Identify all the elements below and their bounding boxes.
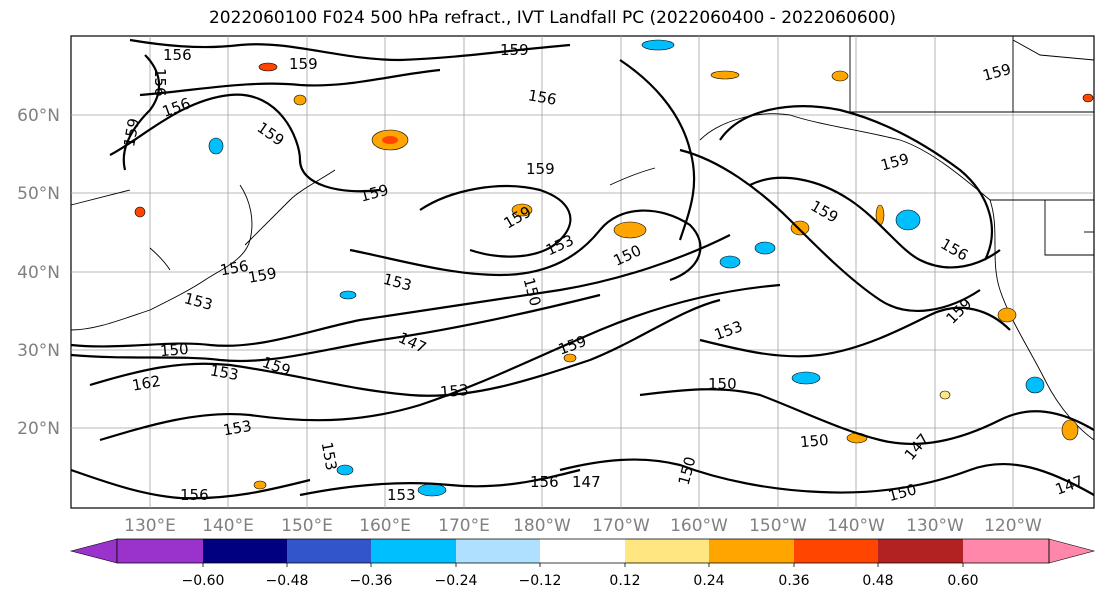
colorbar-segment xyxy=(371,539,456,563)
colorbar-segment xyxy=(709,539,794,563)
contour-label: 159 xyxy=(120,117,143,148)
colorbar-tick-label: 0.12 xyxy=(609,573,640,589)
longitude-labels: 130°E 140°E 150°E 160°E 170°E 180°W 170°… xyxy=(124,516,1042,536)
colorbar-tick-label: 0.60 xyxy=(947,573,978,589)
colorbar-tick-label: −0.12 xyxy=(519,573,562,589)
colorbar-segment xyxy=(456,539,540,563)
colorbar-segment xyxy=(963,539,1049,563)
contour-label: 156 xyxy=(180,486,209,504)
lon-label: 150°W xyxy=(749,516,807,536)
contour-label: 159 xyxy=(500,41,529,59)
latitude-labels: 60°N 50°N 40°N 30°N 20°N xyxy=(17,106,60,439)
colorbar-over xyxy=(1048,538,1096,564)
colorbar-segment xyxy=(878,539,963,563)
lon-label: 140°E xyxy=(202,516,254,536)
lat-label: 50°N xyxy=(17,184,60,204)
contour-label: 153 xyxy=(318,441,341,472)
colorbar-segment xyxy=(117,539,203,563)
contour-label: 159 xyxy=(247,264,278,287)
coastlines xyxy=(70,36,1095,441)
colorbar-segment xyxy=(625,539,709,563)
colorbar-tick-label: −0.36 xyxy=(350,573,393,589)
colorbar-segment xyxy=(540,539,625,563)
graticule xyxy=(71,36,1094,508)
contour-label: 153 xyxy=(222,417,253,440)
colorbar-tick-label: −0.60 xyxy=(182,573,225,589)
contour-label: 159 xyxy=(289,55,318,73)
lon-label: 120°W xyxy=(984,516,1042,536)
colorbar-tick-label: −0.24 xyxy=(435,573,478,589)
colorbar-segment xyxy=(203,539,287,563)
lon-label: 180°W xyxy=(513,516,571,536)
colorbar-segment xyxy=(287,539,371,563)
lat-label: 20°N xyxy=(17,419,60,439)
contour-label: 159 xyxy=(526,160,555,178)
colorbar-under xyxy=(69,538,118,564)
contour-label: 156 xyxy=(219,257,250,280)
contour-label: 153 xyxy=(209,361,240,384)
lon-label: 130°E xyxy=(124,516,176,536)
colorbar-tick-label: 0.36 xyxy=(778,573,809,589)
colorbar-tick-label: 0.24 xyxy=(693,573,724,589)
lon-label: 160°E xyxy=(359,516,411,536)
lon-label: 130°W xyxy=(906,516,964,536)
lon-label: 170°E xyxy=(438,516,490,536)
contour-label: 156 xyxy=(163,46,192,64)
lat-label: 60°N xyxy=(17,106,60,126)
colorbar: −0.60 −0.48 −0.36 −0.24 −0.12 0.12 0.24 … xyxy=(69,538,1096,589)
lon-label: 170°W xyxy=(592,516,650,536)
lon-label: 140°W xyxy=(827,516,885,536)
contour-lines xyxy=(70,38,1095,500)
lon-label: 150°E xyxy=(281,516,333,536)
contour-label: 147 xyxy=(572,473,601,491)
colorbar-tick-label: −0.48 xyxy=(266,573,309,589)
colorbar-tick-label: 0.48 xyxy=(862,573,893,589)
contour-label: 150 xyxy=(708,375,737,393)
shaded-fields xyxy=(134,39,1094,497)
contour-label: 156 xyxy=(527,86,558,109)
contour-label: 156 xyxy=(530,473,559,491)
contour-label: 153 xyxy=(439,381,469,401)
colorbar-segment xyxy=(794,539,878,563)
contour-label: 153 xyxy=(387,486,416,504)
lat-label: 30°N xyxy=(17,341,60,361)
contour-label: 162 xyxy=(131,372,162,395)
contour-label: 156 xyxy=(151,68,169,97)
lat-label: 40°N xyxy=(17,263,60,283)
lon-label: 160°W xyxy=(670,516,728,536)
contour-label: 150 xyxy=(799,431,829,451)
contour-label: 150 xyxy=(159,340,189,360)
map-title: 2022060100 F024 500 hPa refract., IVT La… xyxy=(208,8,896,28)
